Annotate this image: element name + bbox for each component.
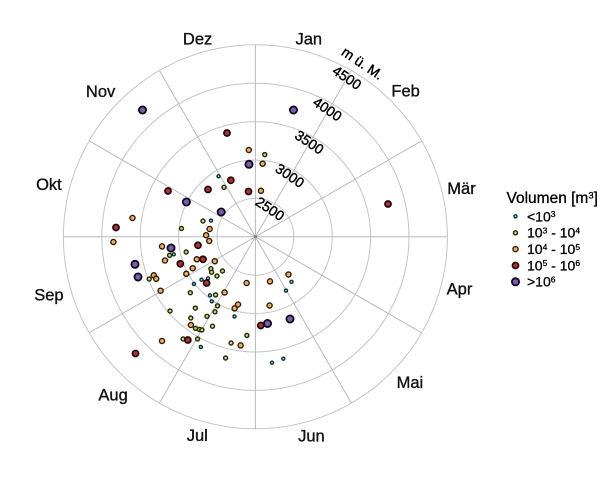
- svg-text:Feb: Feb: [391, 82, 419, 100]
- svg-text:103​ - 104​: 103​ - 104​: [527, 225, 580, 241]
- svg-text:Sep: Sep: [34, 287, 63, 305]
- svg-text:Aug: Aug: [98, 386, 127, 404]
- svg-text:Jan: Jan: [295, 31, 322, 49]
- svg-text:104​ - 105​: 104​ - 105​: [527, 241, 580, 257]
- svg-text:Mai: Mai: [397, 374, 424, 392]
- svg-text:Nov: Nov: [86, 83, 116, 101]
- svg-text:Jun: Jun: [298, 427, 325, 445]
- svg-text:Volumen [m3]: Volumen [m3]: [507, 190, 598, 207]
- svg-text:>106​: >106​: [527, 274, 556, 290]
- svg-text:Dez: Dez: [183, 31, 212, 49]
- svg-text:Apr: Apr: [447, 281, 473, 299]
- svg-text:Mär: Mär: [447, 180, 476, 198]
- svg-text:105​ - 106​: 105​ - 106​: [527, 257, 580, 273]
- svg-text:Jul: Jul: [187, 427, 208, 445]
- svg-text:<103​: <103​: [527, 208, 556, 224]
- svg-text:Okt: Okt: [36, 176, 62, 194]
